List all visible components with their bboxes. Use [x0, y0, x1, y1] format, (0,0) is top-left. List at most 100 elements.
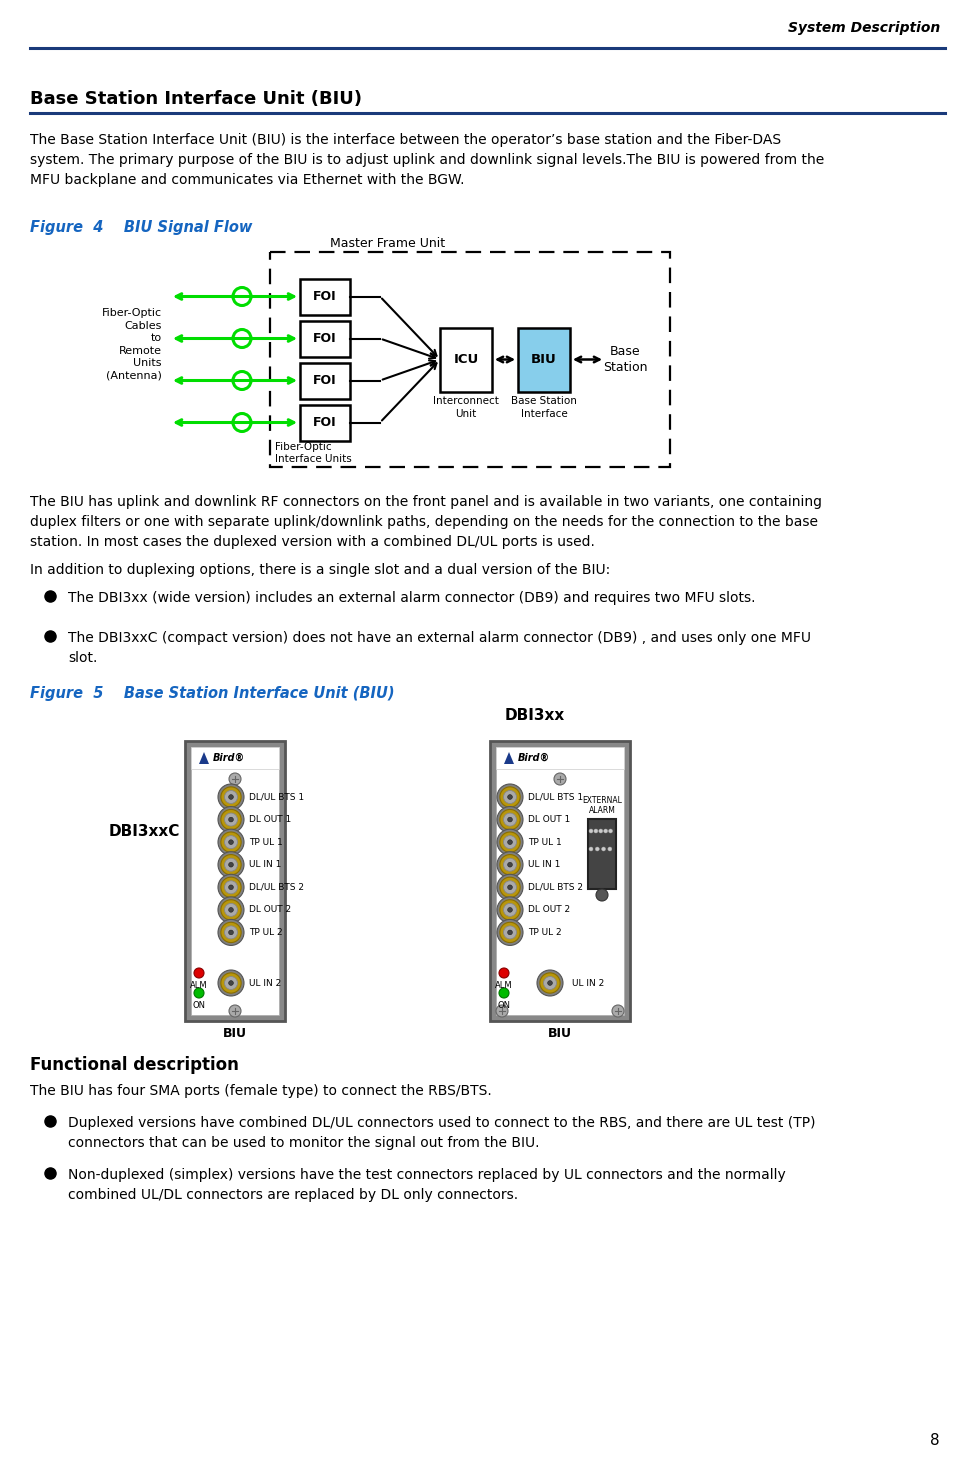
Circle shape — [224, 858, 238, 871]
Text: The DBI3xx (wide version) includes an external alarm connector (DB9) and require: The DBI3xx (wide version) includes an ex… — [68, 591, 756, 604]
Bar — [496, 747, 624, 1015]
Text: ALM: ALM — [190, 981, 208, 990]
Text: ON: ON — [192, 1000, 206, 1009]
Circle shape — [548, 980, 553, 986]
Circle shape — [229, 885, 233, 889]
Circle shape — [503, 813, 517, 826]
Text: EXTERNAL
ALARM: EXTERNAL ALARM — [582, 795, 622, 816]
Text: BIU: BIU — [223, 1027, 247, 1040]
Circle shape — [224, 904, 238, 917]
Circle shape — [596, 846, 600, 851]
Circle shape — [221, 786, 241, 807]
Text: UL IN 2: UL IN 2 — [572, 978, 604, 987]
Circle shape — [508, 930, 512, 934]
Bar — [490, 741, 630, 1021]
Circle shape — [497, 829, 523, 855]
Text: DL/UL BTS 2: DL/UL BTS 2 — [249, 883, 304, 892]
Text: Bird®: Bird® — [518, 753, 550, 763]
Circle shape — [221, 877, 241, 898]
Text: UL IN 1: UL IN 1 — [249, 860, 282, 870]
Circle shape — [229, 773, 241, 785]
Polygon shape — [199, 753, 209, 764]
Bar — [300, 405, 350, 440]
Circle shape — [608, 829, 612, 833]
Circle shape — [194, 987, 204, 998]
Polygon shape — [504, 753, 514, 764]
Circle shape — [508, 795, 512, 800]
Text: The BIU has four SMA ports (female type) to connect the RBS/BTS.: The BIU has four SMA ports (female type)… — [30, 1084, 491, 1097]
Circle shape — [229, 839, 233, 845]
Circle shape — [224, 880, 238, 893]
Circle shape — [221, 899, 241, 920]
Circle shape — [218, 920, 244, 945]
Circle shape — [500, 923, 520, 943]
Circle shape — [503, 791, 517, 804]
Text: The BIU has uplink and downlink RF connectors on the front panel and is availabl: The BIU has uplink and downlink RF conne… — [30, 494, 822, 549]
Circle shape — [503, 836, 517, 848]
Text: UL IN 2: UL IN 2 — [249, 978, 281, 987]
Circle shape — [604, 829, 607, 833]
Text: System Description: System Description — [788, 21, 940, 35]
Circle shape — [508, 885, 512, 889]
Text: Duplexed versions have combined DL/UL connectors used to connect to the RBS, and: Duplexed versions have combined DL/UL co… — [68, 1116, 815, 1150]
Circle shape — [508, 908, 512, 912]
Bar — [191, 747, 279, 769]
Circle shape — [229, 1005, 241, 1017]
Circle shape — [607, 846, 612, 851]
Circle shape — [503, 926, 517, 939]
Circle shape — [594, 829, 598, 833]
Text: Fiber-Optic
Interface Units: Fiber-Optic Interface Units — [275, 442, 352, 464]
Bar — [440, 327, 492, 392]
Circle shape — [599, 829, 603, 833]
Circle shape — [218, 970, 244, 996]
Circle shape — [224, 791, 238, 804]
Circle shape — [221, 855, 241, 874]
Circle shape — [503, 904, 517, 917]
Circle shape — [218, 852, 244, 877]
Text: Fiber-Optic
Cables
to
Remote
Units
(Antenna): Fiber-Optic Cables to Remote Units (Ante… — [101, 308, 162, 380]
Text: Non-duplexed (simplex) versions have the test connectors replaced by UL connecto: Non-duplexed (simplex) versions have the… — [68, 1168, 786, 1201]
Circle shape — [229, 980, 233, 986]
Text: ICU: ICU — [453, 354, 479, 365]
Circle shape — [612, 1005, 624, 1017]
Circle shape — [224, 926, 238, 939]
Circle shape — [229, 863, 233, 867]
Text: DL/UL BTS 2: DL/UL BTS 2 — [528, 883, 583, 892]
Circle shape — [499, 968, 509, 978]
Text: Bird®: Bird® — [213, 753, 246, 763]
Circle shape — [499, 987, 509, 998]
Circle shape — [508, 839, 512, 845]
Text: Base Station
Interface: Base Station Interface — [511, 396, 577, 420]
Circle shape — [589, 829, 593, 833]
Bar — [300, 279, 350, 314]
Circle shape — [218, 896, 244, 923]
Circle shape — [500, 832, 520, 852]
Circle shape — [500, 810, 520, 830]
Circle shape — [218, 807, 244, 833]
Text: TP UL 2: TP UL 2 — [249, 929, 283, 937]
Text: Figure  5    Base Station Interface Unit (BIU): Figure 5 Base Station Interface Unit (BI… — [30, 687, 395, 701]
Circle shape — [554, 773, 566, 785]
Circle shape — [229, 908, 233, 912]
Text: DBI3xxC: DBI3xxC — [108, 823, 180, 839]
Circle shape — [221, 923, 241, 943]
Bar — [496, 747, 624, 769]
Circle shape — [589, 846, 593, 851]
Text: Interconnect
Unit: Interconnect Unit — [433, 396, 499, 420]
Text: Master Frame Unit: Master Frame Unit — [330, 238, 446, 249]
Text: BIU: BIU — [548, 1027, 572, 1040]
Circle shape — [503, 858, 517, 871]
Bar — [300, 362, 350, 399]
Text: BIU: BIU — [531, 354, 557, 365]
Text: In addition to duplexing options, there is a single slot and a dual version of t: In addition to duplexing options, there … — [30, 563, 610, 577]
Circle shape — [221, 973, 241, 993]
Text: TP UL 1: TP UL 1 — [249, 838, 283, 846]
Text: FOI: FOI — [313, 417, 336, 428]
Text: DL OUT 1: DL OUT 1 — [528, 816, 570, 824]
Circle shape — [218, 829, 244, 855]
Bar — [300, 320, 350, 356]
Text: FOI: FOI — [313, 290, 336, 304]
Text: The DBI3xxC (compact version) does not have an external alarm connector (DB9) , : The DBI3xxC (compact version) does not h… — [68, 631, 811, 665]
Bar — [185, 741, 285, 1021]
Bar — [518, 327, 570, 392]
